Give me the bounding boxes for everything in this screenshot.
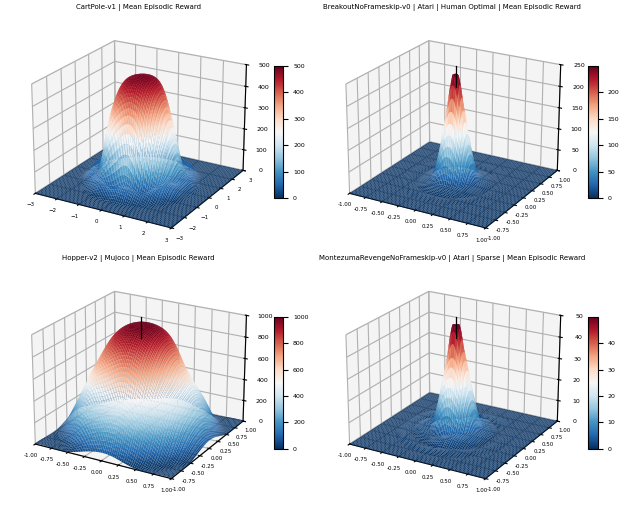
Title: MontezumaRevengeNoFrameskip-v0 | Atari | Sparse | Mean Episodic Reward: MontezumaRevengeNoFrameskip-v0 | Atari |…: [319, 255, 586, 262]
Title: Hopper-v2 | Mujoco | Mean Episodic Reward: Hopper-v2 | Mujoco | Mean Episodic Rewar…: [61, 255, 214, 262]
Title: BreakoutNoFrameskip-v0 | Atari | Human Optimal | Mean Episodic Reward: BreakoutNoFrameskip-v0 | Atari | Human O…: [323, 4, 581, 11]
Title: CartPole-v1 | Mean Episodic Reward: CartPole-v1 | Mean Episodic Reward: [76, 4, 200, 11]
